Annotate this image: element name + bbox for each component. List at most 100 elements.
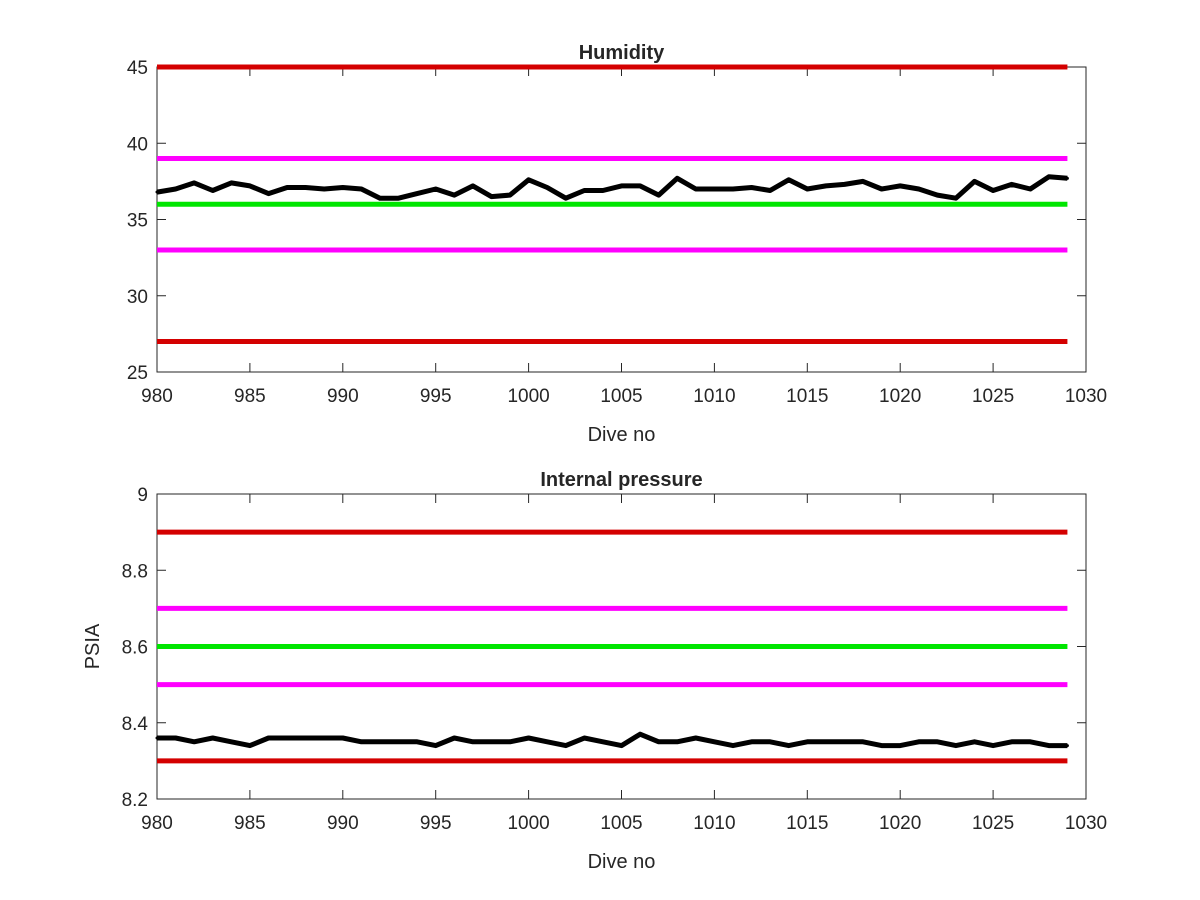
data-point <box>973 740 977 744</box>
data-point <box>211 736 215 740</box>
data-point <box>248 744 252 748</box>
data-point <box>657 740 661 744</box>
data-point <box>917 187 921 191</box>
x-axis-label: Dive no <box>588 851 656 873</box>
series-line <box>156 174 1068 201</box>
data-point <box>861 179 865 183</box>
y-tick-label: 25 <box>127 363 148 384</box>
data-point <box>805 740 809 744</box>
x-tick-label: 980 <box>141 813 173 834</box>
data-point <box>1065 744 1069 748</box>
x-tick-label: 1005 <box>600 813 642 834</box>
data-point <box>564 744 568 748</box>
data-point <box>192 181 196 185</box>
x-tick-label: 990 <box>327 386 359 407</box>
data-point <box>545 185 549 189</box>
y-tick-label: 30 <box>127 287 148 308</box>
data-point <box>304 185 308 189</box>
data-point <box>564 196 568 200</box>
data-point <box>954 744 958 748</box>
plot-title: Humidity <box>579 42 665 64</box>
x-tick-label: 1030 <box>1065 386 1107 407</box>
humidity-plot: 980 985 990 995 1000 1005 1010 1015 1020 1025 1030… <box>127 42 1107 446</box>
data-point <box>898 744 902 748</box>
data-point <box>155 190 159 194</box>
data-point <box>434 744 438 748</box>
y-tick-label: 35 <box>127 211 148 232</box>
data-point <box>415 192 419 196</box>
x-tick-label: 985 <box>234 386 266 407</box>
data-point <box>155 736 159 740</box>
x-tick-label: 1000 <box>507 813 549 834</box>
data-point <box>694 187 698 191</box>
data-point <box>304 736 308 740</box>
data-point <box>508 740 512 744</box>
data-point <box>768 740 772 744</box>
data-point <box>675 176 679 180</box>
data-point <box>174 736 178 740</box>
series-line <box>157 731 1068 749</box>
y-tick-label: 9 <box>137 485 148 506</box>
data-point <box>322 187 326 191</box>
data-point <box>341 736 345 740</box>
data-point <box>359 187 363 191</box>
x-tick-label: 995 <box>420 813 452 834</box>
x-tick-label: 1025 <box>972 813 1014 834</box>
data-point <box>359 740 363 744</box>
data-point <box>1065 176 1069 180</box>
data-point <box>991 744 995 748</box>
data-point <box>638 732 642 736</box>
data-point <box>731 187 735 191</box>
data-point <box>415 740 419 744</box>
data-point <box>211 189 215 193</box>
data-point <box>787 178 791 182</box>
data-point <box>1028 740 1032 744</box>
y-tick-label: 8.2 <box>122 790 148 811</box>
data-point <box>452 193 456 197</box>
data-point <box>508 193 512 197</box>
data-point <box>750 740 754 744</box>
data-point <box>341 185 345 189</box>
data-point <box>601 189 605 193</box>
data-point <box>954 196 958 200</box>
data-point <box>322 736 326 740</box>
data-point <box>1028 187 1032 191</box>
y-tick-label: 8.8 <box>122 561 148 582</box>
data-point <box>638 184 642 188</box>
data-point <box>973 179 977 183</box>
x-tick-label: 1020 <box>879 386 921 407</box>
data-point <box>991 189 995 193</box>
data-point <box>657 193 661 197</box>
data-point <box>842 740 846 744</box>
data-point <box>787 744 791 748</box>
data-point <box>192 740 196 744</box>
data-point <box>861 740 865 744</box>
x-tick-label: 1015 <box>786 813 828 834</box>
data-point <box>545 740 549 744</box>
data-point <box>917 740 921 744</box>
x-axis-label: Dive no <box>588 424 656 446</box>
x-tick-label: 985 <box>234 813 266 834</box>
data-point <box>527 178 531 182</box>
data-point <box>1010 182 1014 186</box>
data-point <box>805 187 809 191</box>
data-point <box>712 187 716 191</box>
data-point <box>620 184 623 188</box>
data-point <box>229 181 233 185</box>
data-point <box>842 182 846 186</box>
data-point <box>471 184 475 188</box>
y-tick-label: 8.4 <box>122 714 149 735</box>
y-axis-label: PSIA <box>82 623 104 669</box>
data-point <box>266 192 270 196</box>
data-point <box>266 736 270 740</box>
data-point <box>397 740 401 744</box>
data-point <box>1010 740 1014 744</box>
x-tick-label: 1015 <box>786 386 828 407</box>
data-point <box>935 193 939 197</box>
data-point <box>582 736 586 740</box>
x-tick-label: 1010 <box>693 386 735 407</box>
x-tick-label: 980 <box>141 386 173 407</box>
data-point <box>601 740 605 744</box>
data-point <box>378 740 382 744</box>
